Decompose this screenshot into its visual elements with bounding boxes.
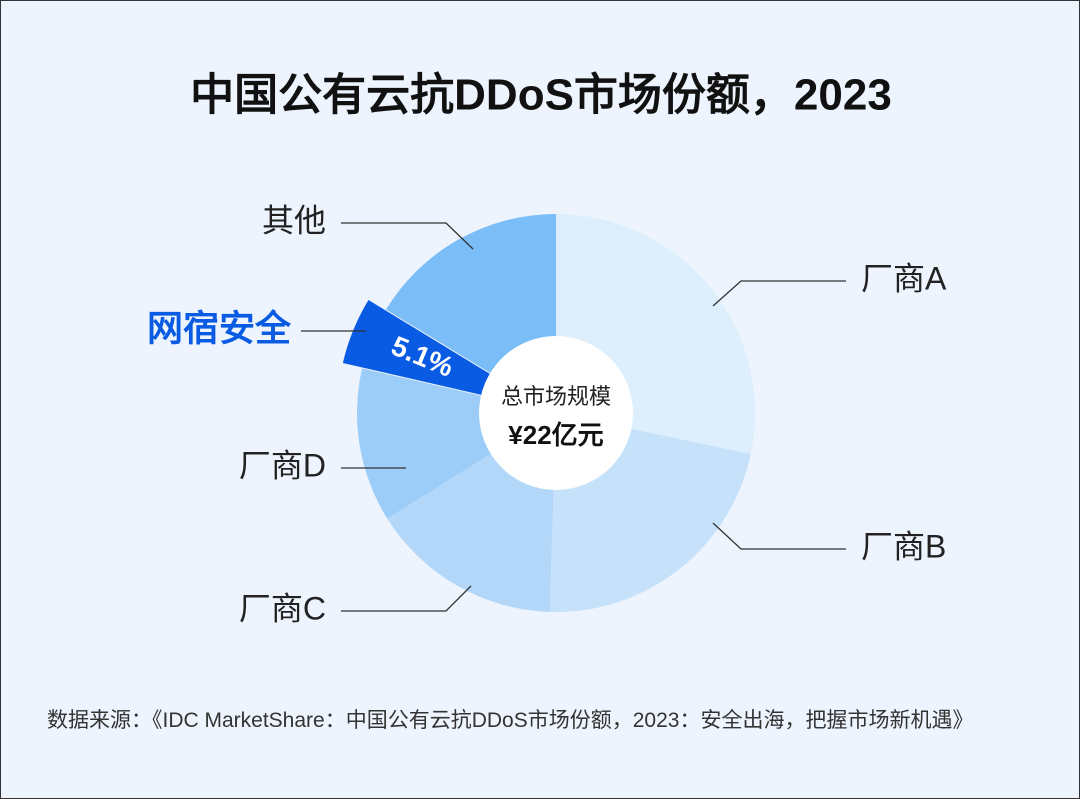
category-label: 厂商A — [861, 260, 947, 296]
center-label: 总市场规模 — [501, 384, 611, 409]
chart-title: 中国公有云抗DDoS市场份额，2023 — [190, 71, 892, 120]
category-label: 厂商C — [239, 590, 326, 626]
donut-hole — [479, 336, 633, 490]
center-value: ¥22亿元 — [508, 420, 603, 450]
leader-line — [341, 585, 472, 612]
category-label: 厂商B — [861, 528, 946, 564]
category-label: 网宿安全 — [147, 308, 292, 349]
category-label: 厂商D — [239, 447, 326, 483]
leader-line — [712, 280, 846, 307]
category-label: 其他 — [262, 202, 326, 238]
leader-line — [341, 222, 474, 250]
source-note: 数据来源：《IDC MarketShare：中国公有云抗DDoS市场份额，202… — [47, 709, 974, 732]
leader-line — [712, 522, 846, 550]
chart: 中国公有云抗DDoS市场份额，2023 厂商A厂商B厂商C厂商D5.1%网宿安全… — [147, 71, 947, 627]
